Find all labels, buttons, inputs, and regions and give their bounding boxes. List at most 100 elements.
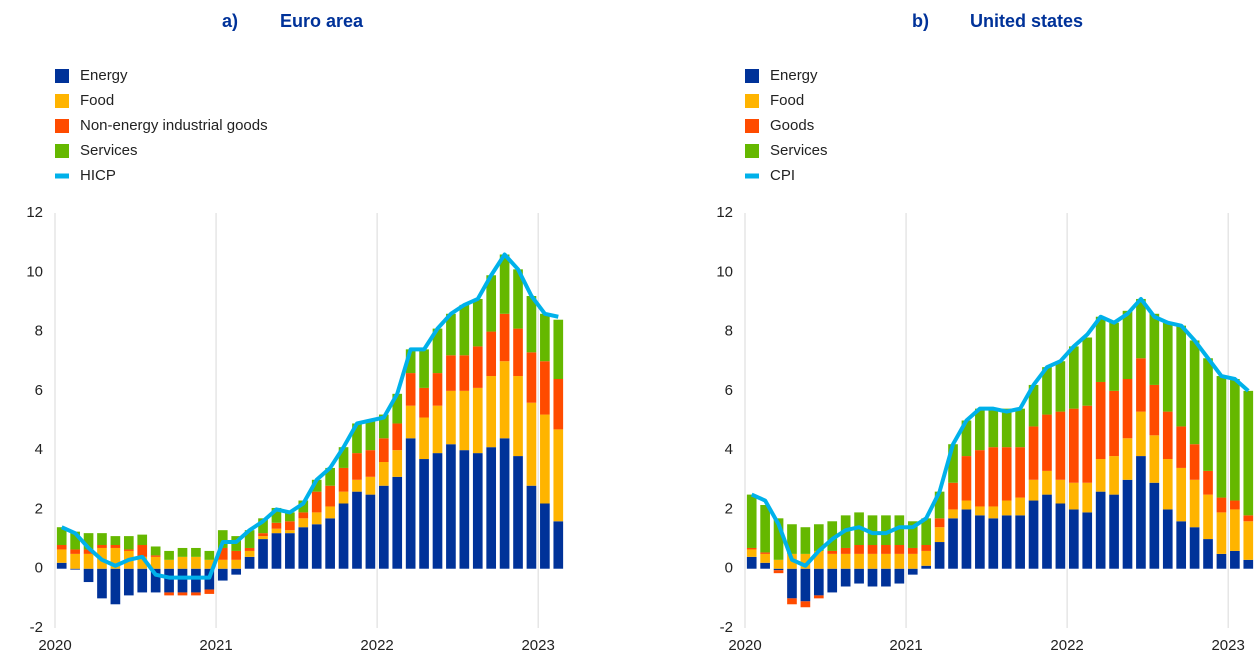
bar-segment <box>244 547 255 551</box>
bar-segment <box>1095 316 1106 382</box>
x-tick-label: 2020 <box>38 637 71 654</box>
bar-segment <box>137 534 148 545</box>
bar-segment <box>1015 408 1025 448</box>
bar-segment <box>486 331 497 377</box>
y-tick-label: -2 <box>30 619 43 636</box>
bar-segment <box>325 506 335 519</box>
bar-segment <box>540 313 550 362</box>
bar-segment <box>1122 310 1133 379</box>
bar-segment <box>1243 559 1254 569</box>
bar-segment <box>446 313 456 356</box>
bar-segment <box>1122 379 1133 439</box>
bar-segment <box>907 547 918 554</box>
bar-segment <box>1055 361 1066 412</box>
bar-segment <box>553 429 564 522</box>
bar-segment <box>760 552 770 554</box>
bar-segment <box>1068 408 1079 483</box>
legend-label: Services <box>80 142 138 159</box>
bar-segment <box>271 522 282 529</box>
bar-segment <box>1095 459 1106 492</box>
line <box>750 296 1250 568</box>
bar-segment <box>204 559 215 569</box>
bar-segment <box>405 349 416 374</box>
bar-segment <box>1216 497 1227 513</box>
bar-segment <box>988 518 999 569</box>
bar-segment <box>258 536 268 540</box>
bar-segment <box>70 553 80 569</box>
bar-segment <box>472 346 483 388</box>
bar-segment <box>975 506 985 516</box>
bar-segment <box>813 595 824 599</box>
bar-segment <box>1028 479 1039 501</box>
bar-segment <box>948 444 958 483</box>
bar-segment <box>164 550 174 560</box>
bar-segment <box>1189 527 1200 569</box>
bar-segment <box>1162 459 1173 510</box>
legend-label: Energy <box>770 67 818 84</box>
bar-segment <box>1176 325 1187 427</box>
chart-title: Euro area <box>280 11 364 31</box>
bar-segment <box>311 524 322 569</box>
y-tick-label: 6 <box>725 382 733 399</box>
bar-segment <box>352 491 362 569</box>
y-tick-label: 10 <box>26 263 43 280</box>
bar-segment <box>432 373 443 406</box>
bar-segment <box>1216 376 1227 498</box>
x-tick-label: 2023 <box>1211 637 1244 654</box>
bar-segment <box>1122 438 1133 480</box>
bar-segment <box>1149 384 1160 436</box>
bar-segment <box>800 568 811 602</box>
bar-segment <box>392 393 403 424</box>
bar-segment <box>83 568 94 583</box>
bar-segment <box>365 494 376 569</box>
bar-segment <box>231 550 242 560</box>
bar-segment <box>285 530 295 534</box>
bar-segment <box>1068 509 1079 569</box>
bar-segment <box>83 553 94 569</box>
legend-swatch <box>55 94 69 108</box>
bar-segment <box>177 556 188 569</box>
bar-segment <box>352 453 362 480</box>
bar-segment <box>1176 521 1187 569</box>
bar-segment <box>298 527 309 569</box>
bar-segment <box>338 447 349 468</box>
legend-label: Food <box>80 92 114 109</box>
legend-label: CPI <box>770 167 795 184</box>
legend-label: Non-energy industrial goods <box>80 117 268 134</box>
bar-segment <box>499 313 510 362</box>
bar-segment <box>934 518 945 528</box>
bar-segment <box>83 533 94 550</box>
bar-segment <box>164 568 174 593</box>
bar-segment <box>1109 390 1119 457</box>
bar-segment <box>746 547 757 550</box>
bar-segment <box>827 550 838 554</box>
bar-segment <box>553 521 564 569</box>
bar-segment <box>1082 405 1093 483</box>
bar-segment <box>472 387 483 454</box>
bar-segment <box>1189 479 1200 528</box>
bar-segment <box>787 598 797 605</box>
bar-segment <box>1189 444 1200 480</box>
bar-segment <box>773 518 784 560</box>
bar-segment <box>191 592 201 596</box>
bar-segment <box>271 507 282 523</box>
bar-segment <box>271 533 282 569</box>
bar-segment <box>378 485 389 569</box>
bar-segment <box>191 547 201 557</box>
legend-label: Services <box>770 142 828 159</box>
bar-segment <box>311 491 322 513</box>
bar-segment <box>392 450 403 477</box>
bar-segment <box>365 420 376 451</box>
bar-segment <box>499 254 510 314</box>
y-tick-label: 12 <box>716 204 733 221</box>
bar-segment <box>773 559 784 569</box>
bar-segment <box>907 521 918 548</box>
bar-segment <box>204 550 215 560</box>
bar-segment <box>975 408 985 451</box>
bar-segment <box>881 545 891 554</box>
bar-segment <box>365 476 376 495</box>
bar-segment <box>177 592 188 596</box>
bar-segment <box>813 524 824 551</box>
bar-segment <box>934 527 945 543</box>
bar-segment <box>854 545 864 554</box>
